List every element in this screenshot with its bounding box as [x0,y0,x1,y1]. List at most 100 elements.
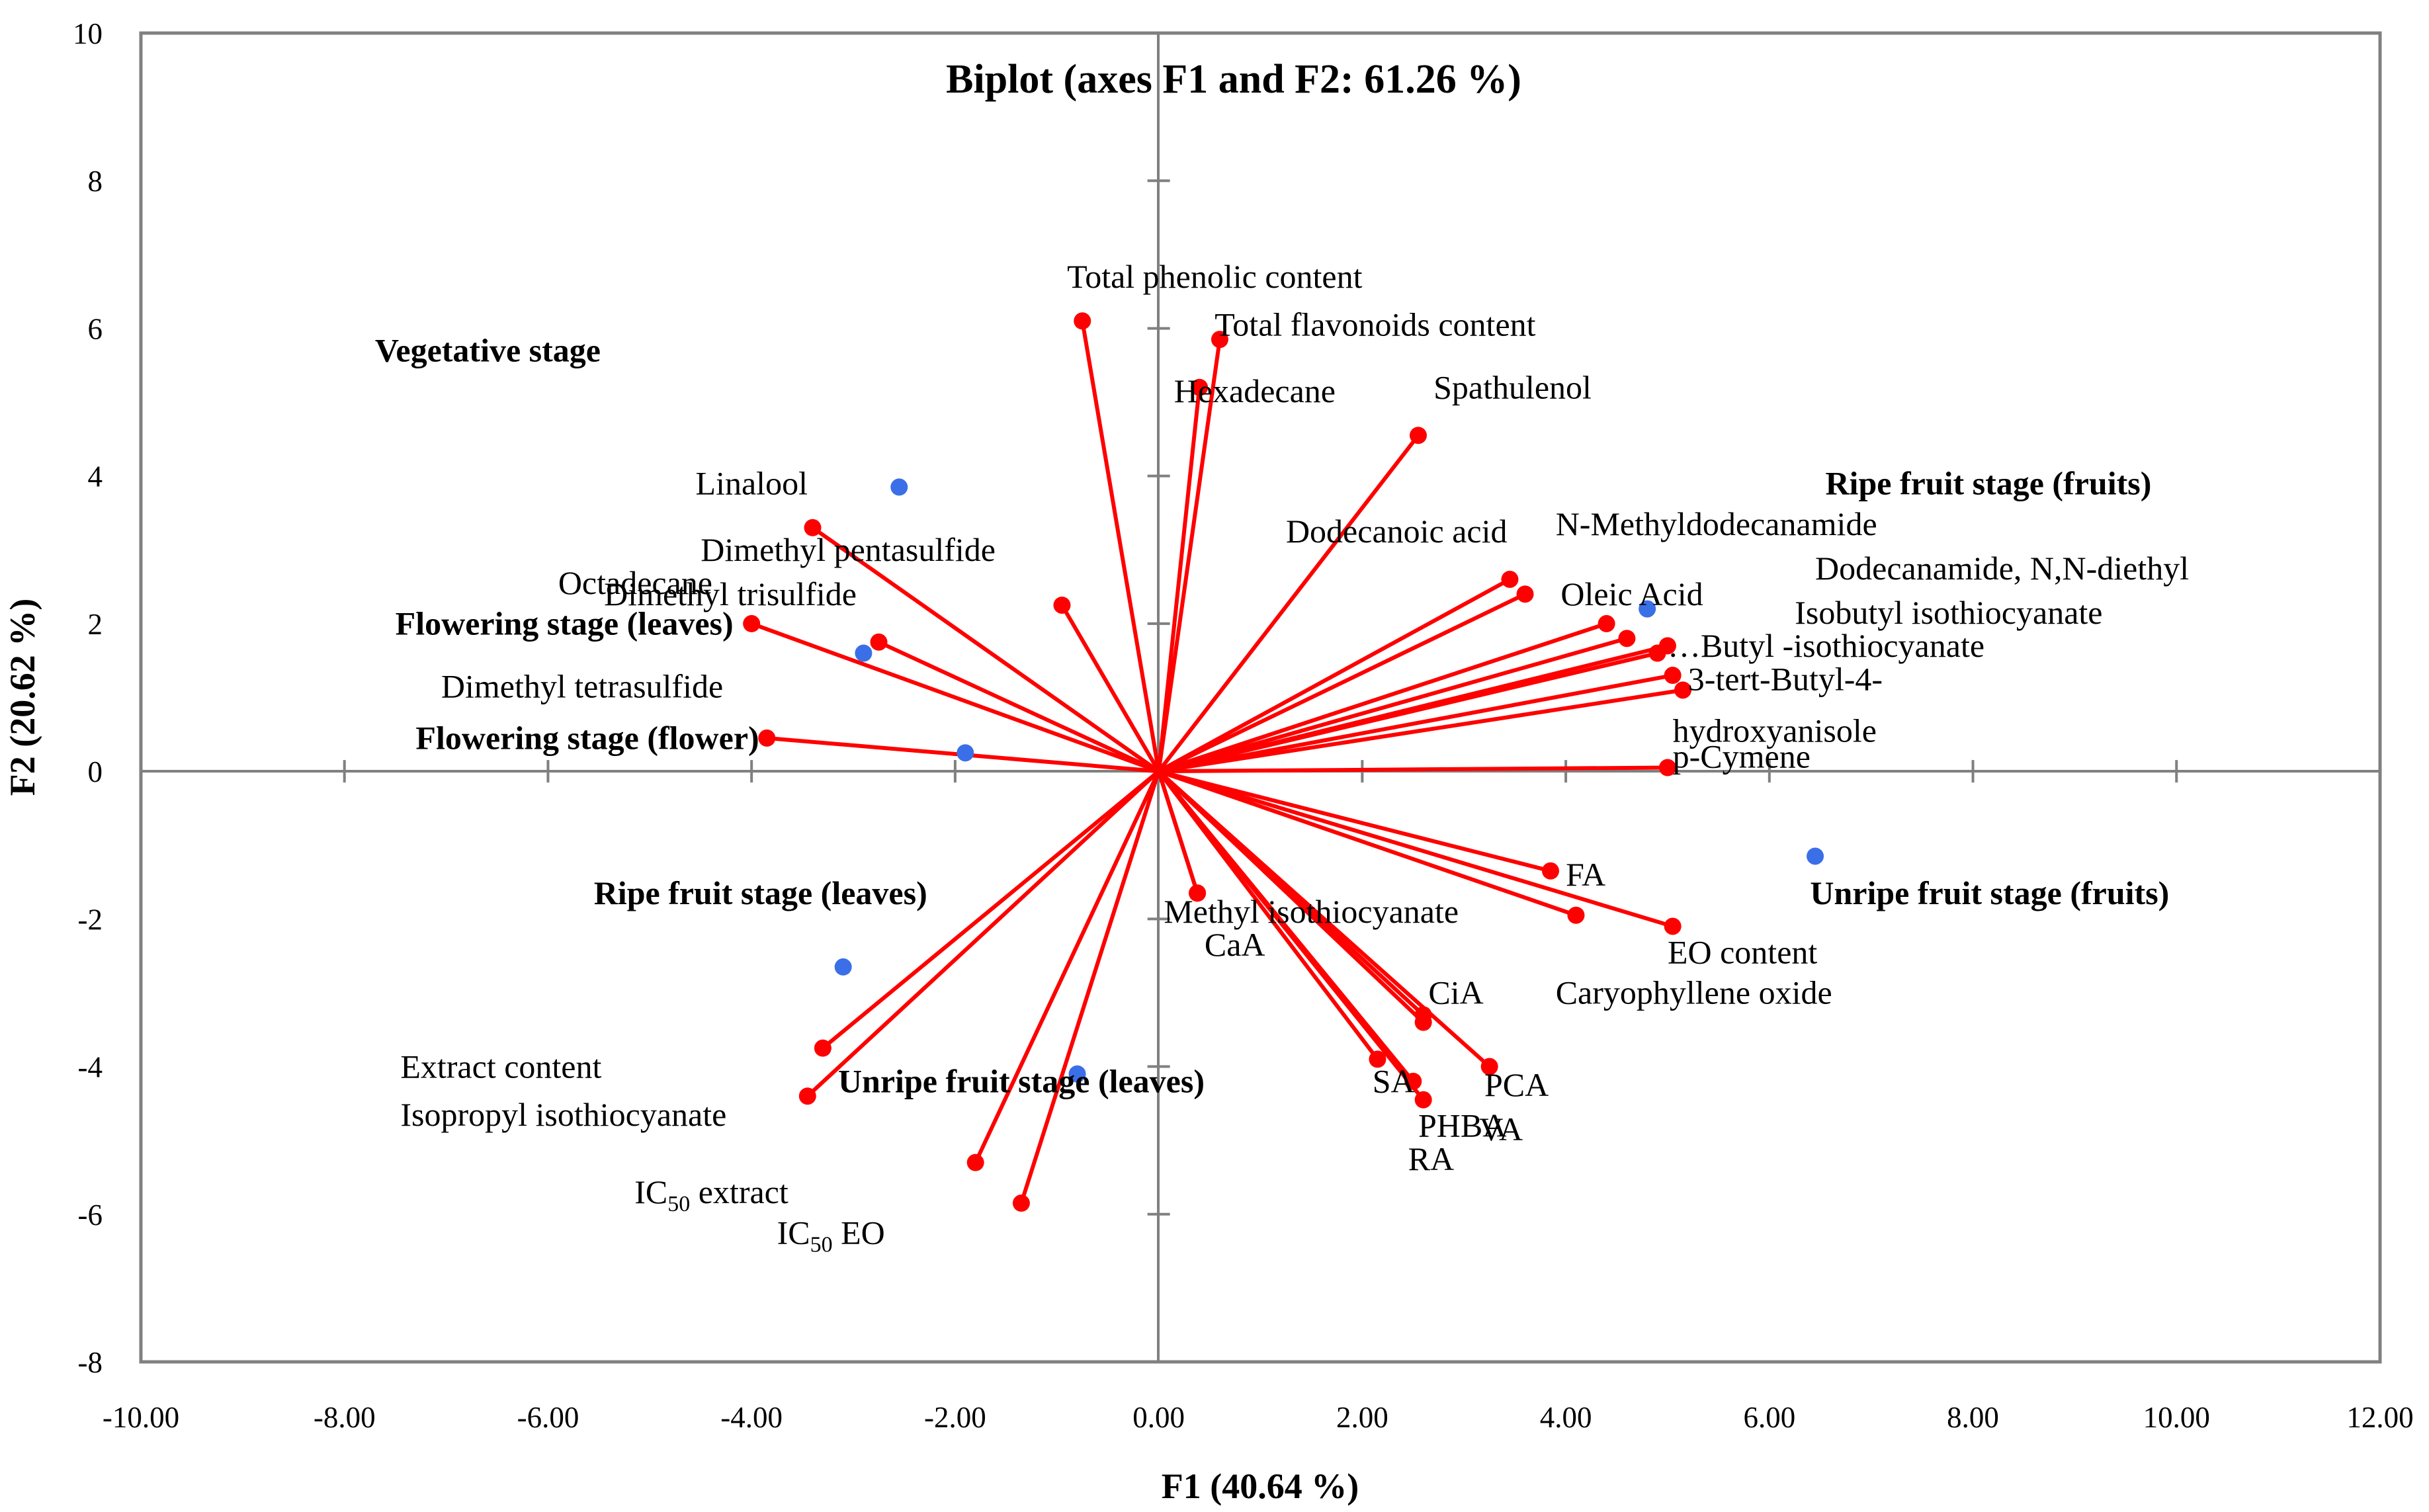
observation-label: Flowering stage (flower) [415,720,759,757]
variable-label: Total phenolic content [1067,258,1362,295]
variable-vector-line [1158,636,1628,773]
variable-label: IC50 EO [777,1214,885,1257]
observation-label: Ripe fruit stage (leaves) [594,874,927,911]
point-labels: Total phenolic content Total flavonoids c… [375,258,2189,1257]
variable-label: Spathulenol [1433,368,1592,405]
y-axis-label: F2 (20.62 %) [3,599,42,796]
variable-vector-line [751,622,1160,773]
variable-point [758,729,776,747]
variable-vector-line [878,640,1160,773]
x-tick-label: 4.00 [1540,1401,1592,1434]
variable-vector-line [1158,651,1658,774]
variable-label: Total flavonoids content [1214,306,1535,343]
variable-point [798,1087,816,1105]
variable-label: Linalool [696,465,808,502]
observation-label: Unripe fruit stage (fruits) [1810,874,2169,911]
x-tick-label: -4.00 [720,1401,783,1434]
variable-point [1658,759,1676,777]
variable-point [1567,906,1585,924]
variable-point [1674,681,1692,699]
variable-label: IC50 extract [634,1173,788,1216]
observation-point [957,744,974,762]
observation-point [834,958,852,976]
variable-vector-line [1158,769,1674,929]
variable-vectors [743,312,1692,1212]
observation-label: Unripe fruit stage (leaves) [838,1063,1205,1100]
variable-point [1211,331,1228,349]
variable-vector-line [1158,765,1668,774]
y-tick-label: -6 [78,1198,103,1232]
variable-label: Methyl isothiocyanate [1164,893,1459,930]
variable-label: 3-tert-Butyl-4- [1688,660,1883,697]
variable-point [1012,1195,1030,1212]
variable-point [1053,596,1071,614]
variable-label: Extract content [400,1048,601,1085]
x-tick-label: -6.00 [517,1401,579,1434]
variable-vector-line [973,770,1161,1163]
variable-point [804,519,822,536]
chart-title: Biplot (axes F1 and F2: 61.26 %) [946,57,1521,102]
x-axis-label: F1 (40.64 %) [1162,1466,1359,1506]
x-tick-label: 2.00 [1336,1401,1388,1434]
variable-label: CiA [1428,974,1483,1011]
variable-point [1618,630,1636,648]
variable-label: EO content [1668,933,1817,970]
y-tick-label: 8 [88,165,103,198]
observation-label: Vegetative stage [375,332,601,369]
x-tick-label: 10.00 [2143,1401,2210,1434]
x-tick-label: -8.00 [314,1401,376,1434]
x-tick-group: -10.00 -8.00 -6.00 -4.00 -2.00 0.00 2.00 4.00 6.… [103,760,2414,1434]
variable-vector-line [1158,673,1674,774]
variable-label: Dodecanamide, N,N-diethyl [1815,550,2189,587]
y-tick-label: -4 [78,1051,103,1084]
variable-label: N-Methyldodecanamide [1556,505,1877,542]
variable-label: RA [1408,1140,1454,1177]
variable-vector-line [1158,769,1577,917]
y-tick-label: 0 [88,755,103,788]
variable-label: Octadecane [558,564,712,601]
variable-point [1664,667,1682,685]
variable-label: p-Cymene [1673,738,1811,775]
observation-point [890,478,908,496]
variable-vector-line [1158,622,1607,773]
variable-vector-line [1158,769,1551,873]
x-tick-label: -10.00 [103,1401,179,1434]
y-tick-label: -2 [78,903,103,936]
variable-point [1516,585,1534,603]
variable-label: …Butyl -isothiocyanate [1668,627,1984,664]
variable-point [1189,884,1207,902]
y-tick-group: -8 -6 -4 -2 0 2 4 6 8 10 [73,17,1170,1379]
variable-vector-line [811,526,1160,773]
variable-point [1648,644,1666,662]
x-tick-label: 12.00 [2346,1401,2413,1434]
variable-vector-line [1158,688,1683,774]
observation-label: Ripe fruit stage (fruits) [1825,465,2151,502]
variable-point [1542,862,1560,880]
variable-label: Oleic Acid [1560,575,1703,612]
variable-vector-line [1156,387,1202,772]
x-tick-label: -2.00 [924,1401,986,1434]
variable-label: PCA [1484,1066,1549,1103]
variable-label: Caryophyllene oxide [1556,974,1832,1011]
variable-vector-line [1019,771,1161,1204]
y-tick-label: 6 [88,312,103,345]
variable-vector-line [1080,320,1161,772]
variable-point [1369,1050,1386,1068]
x-tick-label: 0.00 [1132,1401,1185,1434]
variable-point [1501,570,1519,588]
observation-points [834,478,1824,1083]
variable-label: Dimethyl tetrasulfide [441,668,723,705]
variable-label: hydroxyanisole [1673,712,1877,749]
variable-label: SA [1373,1063,1415,1100]
variable-point [1480,1058,1498,1075]
variable-point [1598,614,1615,632]
x-tick-label: 6.00 [1743,1401,1795,1434]
variable-point [814,1039,831,1057]
y-tick-label: 10 [73,17,103,50]
y-tick-label: 2 [88,608,103,641]
observation-point [1068,1065,1086,1083]
variable-label: Isopropyl isothiocyanate [400,1096,726,1133]
variable-label: VA [1479,1111,1523,1148]
variable-point [1414,1013,1432,1031]
y-tick-label: 4 [88,460,103,493]
